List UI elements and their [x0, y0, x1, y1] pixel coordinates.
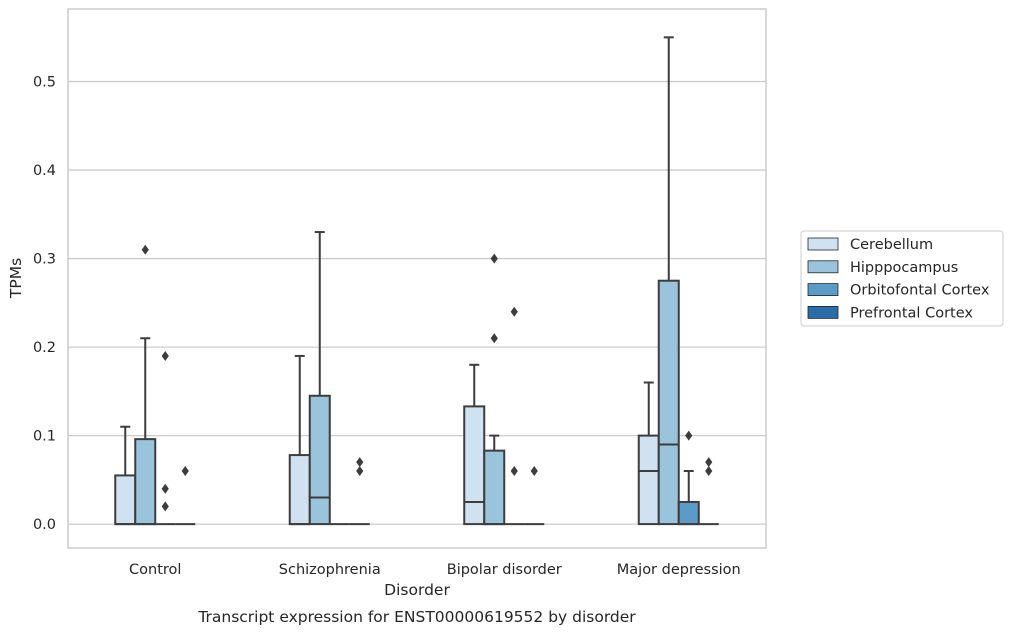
box-rect: [134, 438, 157, 526]
x-axis-label: Disorder: [384, 581, 450, 599]
legend-label: Prefrontal Cortex: [850, 305, 973, 321]
legend: Cerebellum Hipppocampus Orbitofontal Corte…: [800, 230, 1004, 327]
x-tick-label: Control: [129, 562, 181, 578]
boxes: [114, 36, 719, 526]
outlier-point: [490, 333, 498, 344]
box-0-2: [155, 350, 176, 526]
plot-frame: [67, 8, 767, 549]
box-rect: [114, 474, 137, 526]
legend-swatch: [807, 283, 839, 297]
legend-label: Cerebellum: [850, 237, 933, 253]
box-rect: [677, 500, 700, 526]
x-tick-label: Schizophrenia: [279, 562, 381, 578]
outlier-point: [510, 306, 518, 317]
box-0-0: [114, 425, 137, 526]
outlier-point: [356, 466, 364, 476]
box-2-1: [483, 253, 506, 526]
outlier-point: [490, 253, 498, 264]
outlier-point: [161, 350, 169, 361]
box-2-2: [504, 306, 525, 526]
x-tick-label: Bipolar disorder: [447, 562, 562, 578]
legend-frame: [800, 230, 1004, 327]
box-0-3: [175, 466, 196, 526]
box-3-2: [677, 430, 700, 526]
outlier-point: [161, 501, 169, 512]
box-0-1: [134, 244, 157, 526]
box-3-0: [637, 381, 660, 526]
box-rect: [288, 454, 311, 526]
y-tick-label: 0.0: [33, 517, 56, 533]
legend-swatch: [807, 237, 839, 251]
box-1-0: [288, 354, 311, 526]
outlier-point: [705, 457, 713, 468]
x-tick-labels: Control Schizophrenia Bipolar disorder Majo…: [129, 562, 741, 578]
outlier-point: [685, 430, 693, 441]
outlier-point: [705, 466, 713, 476]
outlier-point: [181, 466, 189, 476]
y-tick-labels: 0.0 0.1 0.2 0.3 0.4 0.5: [33, 75, 56, 534]
outlier-point: [510, 466, 518, 476]
box-2-0: [463, 363, 486, 526]
y-tick-label: 0.3: [33, 252, 56, 268]
y-tick-label: 0.5: [33, 75, 56, 91]
chart-caption: Transcript expression for ENST0000061955…: [197, 608, 636, 626]
legend-label: Hipppocampus: [850, 260, 958, 276]
y-tick-label: 0.2: [33, 340, 56, 356]
legend-swatch: [807, 260, 839, 274]
box-rect: [483, 449, 506, 526]
outlier-point: [356, 457, 364, 468]
y-tick-label: 0.1: [33, 429, 56, 445]
legend-swatch: [807, 305, 839, 319]
y-tick-label: 0.4: [33, 163, 56, 179]
box-3-3: [698, 457, 719, 526]
box-rect: [463, 405, 486, 526]
x-tick-label: Major depression: [617, 562, 741, 578]
box-1-3: [349, 457, 370, 526]
y-axis-label: TPMs: [7, 258, 25, 299]
box-1-1: [308, 231, 331, 526]
box-3-1: [657, 36, 680, 526]
box-2-3: [524, 466, 545, 526]
box-rect: [308, 394, 331, 526]
outlier-point: [161, 483, 169, 494]
box-rect: [657, 279, 680, 526]
outlier-point: [530, 466, 538, 476]
box-rect: [637, 434, 660, 526]
legend-label: Orbitofontal Cortex: [850, 283, 990, 299]
outlier-point: [141, 244, 149, 255]
